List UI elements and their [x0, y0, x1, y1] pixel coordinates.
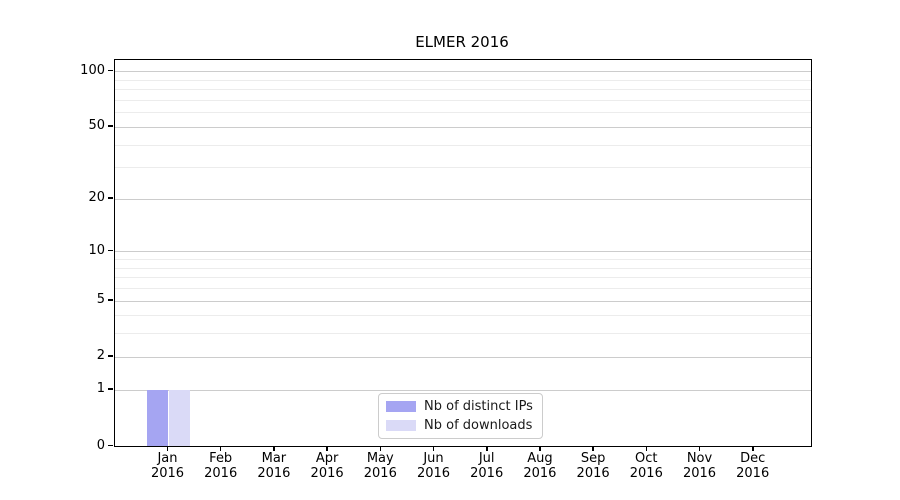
- y-tick-100: [107, 69, 113, 72]
- gridline-major-1: [115, 389, 811, 391]
- gridline-minor-90: [115, 79, 811, 81]
- gridline-minor-70: [115, 99, 811, 101]
- y-tick-5: [107, 299, 113, 301]
- gridline-major-2: [115, 356, 811, 358]
- gridline-major-20: [115, 198, 811, 200]
- x-tick-label-jan: Jan 2016: [140, 451, 196, 481]
- gridline-minor-6: [115, 288, 811, 289]
- x-tick-label-year-oct: 2016: [629, 466, 663, 481]
- bar-nb-of-downloads-jan: [168, 389, 190, 446]
- legend-swatch-distinct-ips: [386, 401, 416, 412]
- x-tick-label-month-jan: Jan: [157, 451, 178, 466]
- x-tick-nov: [698, 446, 701, 451]
- y-tick-0: [107, 444, 113, 446]
- gridline-minor-40: [115, 144, 811, 146]
- x-tick-label-month-sep: Sep: [580, 451, 606, 466]
- x-tick-label-year-apr: 2016: [310, 466, 344, 481]
- legend: Nb of distinct IPs Nb of downloads: [378, 393, 543, 439]
- chart-title: ELMER 2016: [415, 33, 509, 51]
- x-tick-label-month-jul: Jul: [478, 451, 495, 466]
- x-tick-may: [379, 446, 382, 451]
- x-tick-label-jul: Jul 2016: [459, 451, 515, 481]
- gridline-minor-8: [115, 267, 811, 269]
- x-tick-sep: [592, 446, 594, 451]
- x-tick-jun: [432, 446, 435, 451]
- x-tick-label-dec: Dec 2016: [725, 451, 781, 481]
- x-tick-label-year-may: 2016: [363, 466, 397, 481]
- bar-nb-of-distinct-ips-jan: [147, 389, 169, 446]
- x-tick-label-month-may: May: [366, 451, 394, 466]
- legend-item-distinct-ips: Nb of distinct IPs: [386, 399, 533, 414]
- y-tick-label-50: 50: [88, 118, 105, 134]
- x-tick-label-year-feb: 2016: [204, 466, 238, 481]
- x-tick-apr: [326, 446, 328, 451]
- x-tick-label-year-sep: 2016: [576, 466, 610, 481]
- gridline-major-100: [115, 71, 811, 73]
- x-tick-label-month-oct: Oct: [635, 451, 658, 466]
- x-tick-label-sep: Sep 2016: [565, 451, 621, 481]
- y-tick-20: [107, 197, 113, 199]
- legend-label-downloads: Nb of downloads: [424, 418, 533, 433]
- y-tick-label-2: 2: [96, 348, 105, 364]
- x-tick-label-month-apr: Apr: [315, 451, 339, 466]
- x-tick-label-month-mar: Mar: [261, 451, 287, 466]
- y-tick-label-5: 5: [96, 292, 105, 307]
- x-tick-label-nov: Nov 2016: [672, 451, 728, 481]
- x-tick-label-year-dec: 2016: [736, 466, 770, 481]
- x-tick-label-month-feb: Feb: [209, 451, 233, 466]
- y-tick-2: [107, 355, 113, 357]
- x-tick-label-year-mar: 2016: [257, 466, 291, 481]
- x-tick-feb: [219, 446, 222, 451]
- legend-swatch-downloads: [386, 420, 416, 431]
- gridline-major-5: [115, 300, 811, 302]
- gridline-minor-9: [115, 259, 811, 260]
- x-tick-aug: [539, 446, 541, 451]
- x-tick-label-year-nov: 2016: [682, 466, 717, 481]
- y-tick-label-0: 0: [96, 437, 105, 453]
- x-tick-label-feb: Feb 2016: [193, 451, 249, 481]
- gridline-minor-4: [115, 315, 811, 317]
- y-tick-label-20: 20: [88, 190, 105, 206]
- x-tick-jul: [486, 446, 488, 451]
- gridline-minor-30: [115, 167, 811, 169]
- x-tick-dec: [752, 446, 754, 451]
- legend-label-distinct-ips: Nb of distinct IPs: [424, 399, 533, 414]
- gridline-major-50: [115, 126, 811, 128]
- x-tick-label-month-aug: Aug: [527, 451, 553, 466]
- x-tick-label-mar: Mar 2016: [246, 451, 302, 481]
- gridline-minor-60: [115, 112, 811, 114]
- x-tick-label-month-jun: Jun: [423, 451, 444, 466]
- y-tick-label-100: 100: [80, 62, 105, 78]
- gridline-minor-80: [115, 89, 811, 91]
- legend-item-downloads: Nb of downloads: [386, 418, 533, 433]
- y-tick-10: [107, 249, 113, 252]
- x-tick-oct: [645, 446, 647, 451]
- x-tick-label-oct: Oct 2016: [618, 451, 674, 481]
- x-tick-label-month-nov: Nov: [686, 451, 713, 466]
- gridline-major-10: [115, 251, 811, 253]
- plot-area: Nb of distinct IPs Nb of downloads: [114, 59, 812, 447]
- x-tick-label-year-jul: 2016: [470, 466, 504, 481]
- x-tick-label-aug: Aug 2016: [512, 451, 568, 481]
- x-tick-label-year-jun: 2016: [416, 466, 451, 481]
- y-tick-label-10: 10: [88, 242, 105, 258]
- y-tick-1: [107, 388, 113, 390]
- x-tick-label-year-aug: 2016: [523, 466, 557, 481]
- gridline-minor-7: [115, 277, 811, 279]
- x-tick-label-year-jan: 2016: [150, 466, 185, 481]
- x-tick-mar: [273, 446, 275, 451]
- gridline-minor-3: [115, 333, 811, 335]
- x-tick-jan: [166, 446, 169, 451]
- x-tick-label-month-dec: Dec: [740, 451, 766, 466]
- y-tick-label-1: 1: [96, 381, 105, 397]
- x-tick-label-apr: Apr 2016: [299, 451, 355, 481]
- y-tick-50: [107, 125, 113, 127]
- x-tick-label-jun: Jun 2016: [406, 451, 462, 481]
- x-tick-label-may: May 2016: [352, 451, 408, 481]
